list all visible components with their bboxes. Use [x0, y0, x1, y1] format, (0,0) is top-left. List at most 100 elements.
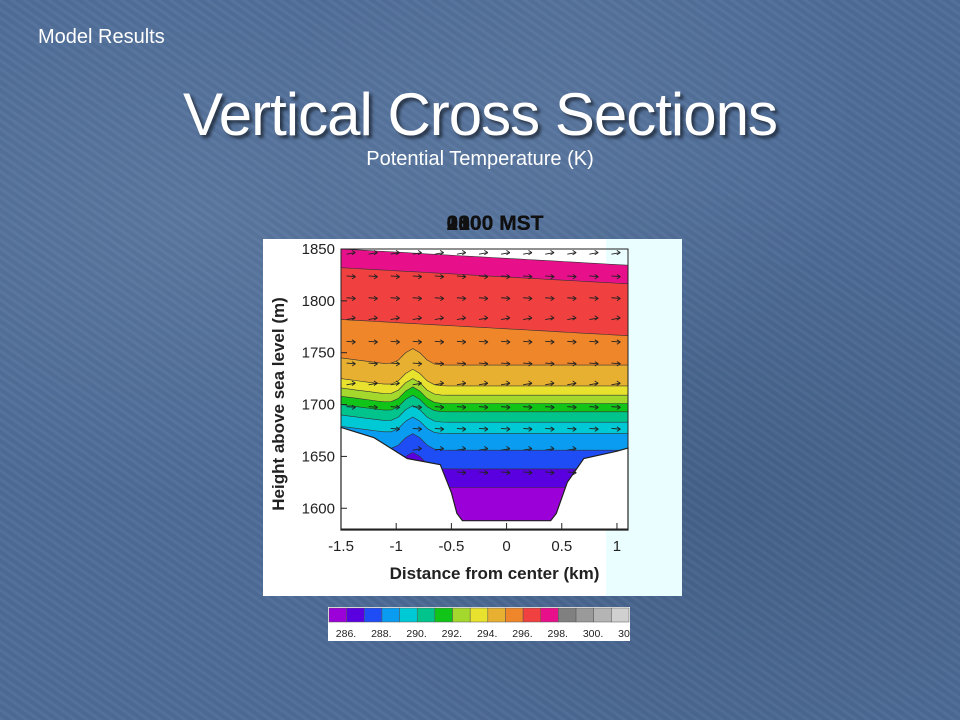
wind-arrow [478, 470, 489, 476]
x-tick-label: 0 [502, 538, 510, 555]
wind-arrow [478, 426, 489, 432]
x-tick-label: -0.5 [438, 538, 464, 555]
colorbar-label: 294. [477, 628, 497, 640]
wind-arrow [368, 404, 378, 410]
wind-arrow [545, 380, 555, 386]
wind-arrow [456, 339, 467, 345]
wind-arrow [368, 361, 378, 367]
wind-arrow [346, 315, 356, 321]
wind-arrow [390, 380, 400, 386]
wind-arrow [390, 295, 400, 302]
wind-arrow [611, 361, 621, 367]
wind-arrow [412, 339, 422, 345]
wind-arrow [523, 445, 533, 452]
wind-arrow [589, 426, 599, 432]
wind-arrow [456, 470, 467, 476]
wind-arrow [545, 470, 555, 476]
wind-arrow [611, 249, 621, 256]
wind-arrow [478, 404, 489, 410]
terrain-fill [340, 426, 629, 531]
wind-arrow [412, 426, 422, 432]
colorbar-label: 288. [371, 628, 391, 640]
wind-arrow [545, 249, 555, 256]
colorbar-swatch [469, 607, 489, 623]
wind-arrow [412, 274, 422, 280]
cross-section-chart: -1.5 -1 -0.5 0 0.5 1160016501700175018001850 … [269, 239, 682, 596]
colorbar-swatch [558, 607, 577, 623]
wind-arrow [567, 445, 577, 452]
wind-arrow [523, 274, 533, 280]
wind-arrow [456, 445, 466, 452]
wind-arrow [434, 249, 444, 256]
wind-arrow [456, 315, 466, 321]
wind-arrow [567, 426, 577, 432]
x-tick-label: -1 [390, 538, 403, 555]
wind-arrow [434, 315, 444, 321]
colorbar-label: 298. [548, 628, 568, 640]
wind-arrow [456, 361, 467, 367]
colorbar-swatch [593, 607, 612, 623]
colorbar-label: 286. [336, 628, 356, 640]
wind-arrow [456, 426, 467, 432]
wind-arrow [500, 445, 511, 452]
wind-arrow [523, 249, 533, 256]
wind-arrow [611, 295, 621, 302]
wind-arrow [545, 426, 555, 432]
wind-arrow [478, 380, 489, 386]
wind-arrow [390, 274, 400, 280]
wind-arrow [390, 339, 400, 345]
wind-arrow [500, 249, 511, 256]
wind-arrow [567, 249, 577, 256]
colorbar-label: 292. [442, 628, 462, 640]
wind-arrow [501, 295, 511, 302]
wind-arrow [456, 274, 467, 280]
wind-arrow [589, 295, 599, 302]
wind-arrow [434, 426, 445, 432]
wind-arrow [501, 339, 511, 345]
y-tick-label: 1750 [302, 345, 335, 362]
wind-arrow [434, 404, 445, 410]
wind-arrow [523, 426, 533, 432]
wind-arrow [567, 404, 577, 410]
wind-arrow [501, 361, 511, 367]
y-tick-label: 1800 [302, 293, 335, 310]
x-tick-label: 1 [613, 538, 621, 555]
x-tick-label: 0.5 [551, 538, 572, 555]
y-axis-label: Height above sea level (m) [269, 297, 288, 511]
time-label-0000: 0000 MST [446, 212, 544, 235]
x-tick-label: -1.5 [328, 538, 354, 555]
wind-arrow [368, 339, 378, 345]
wind-arrow [478, 315, 489, 321]
colorbar-swatch [452, 607, 471, 623]
slide-title: Vertical Cross Sections [183, 81, 778, 148]
wind-arrow [456, 295, 467, 302]
wind-arrow [368, 274, 378, 280]
colorbar-swatch [575, 607, 594, 623]
wind-arrow [346, 339, 356, 345]
colorbar-swatch [522, 607, 542, 623]
wind-arrow [611, 339, 621, 345]
wind-arrow [567, 315, 577, 321]
y-tick-label: 1600 [302, 500, 335, 517]
wind-arrow [523, 315, 533, 321]
wind-arrow [346, 404, 356, 410]
time-label-stack: 1800 MST 2100 MST 0000 MST 0300 MST [420, 212, 570, 238]
x-axis-label: Distance from center (km) [390, 564, 600, 583]
wind-arrow [611, 380, 621, 386]
colorbar: 286. 288. 290. 292. 294. 296. 298. 300. 302. [328, 607, 630, 641]
plot-frame [340, 248, 629, 530]
wind-arrow [412, 380, 422, 386]
time-label-0300: 0300 MST [446, 212, 544, 235]
wind-arrow [456, 404, 467, 410]
wind-arrow [589, 404, 599, 410]
wind-arrow [456, 380, 466, 386]
colorbar-swatch [328, 607, 347, 623]
wind-arrow [523, 380, 533, 386]
wind-arrow [545, 315, 555, 321]
wind-arrow [434, 445, 444, 452]
wind-arrow [501, 426, 511, 432]
colorbar-swatch [416, 607, 436, 623]
wind-arrow [434, 380, 444, 386]
colorbar-swatch [505, 607, 524, 623]
wind-arrow [368, 380, 378, 386]
